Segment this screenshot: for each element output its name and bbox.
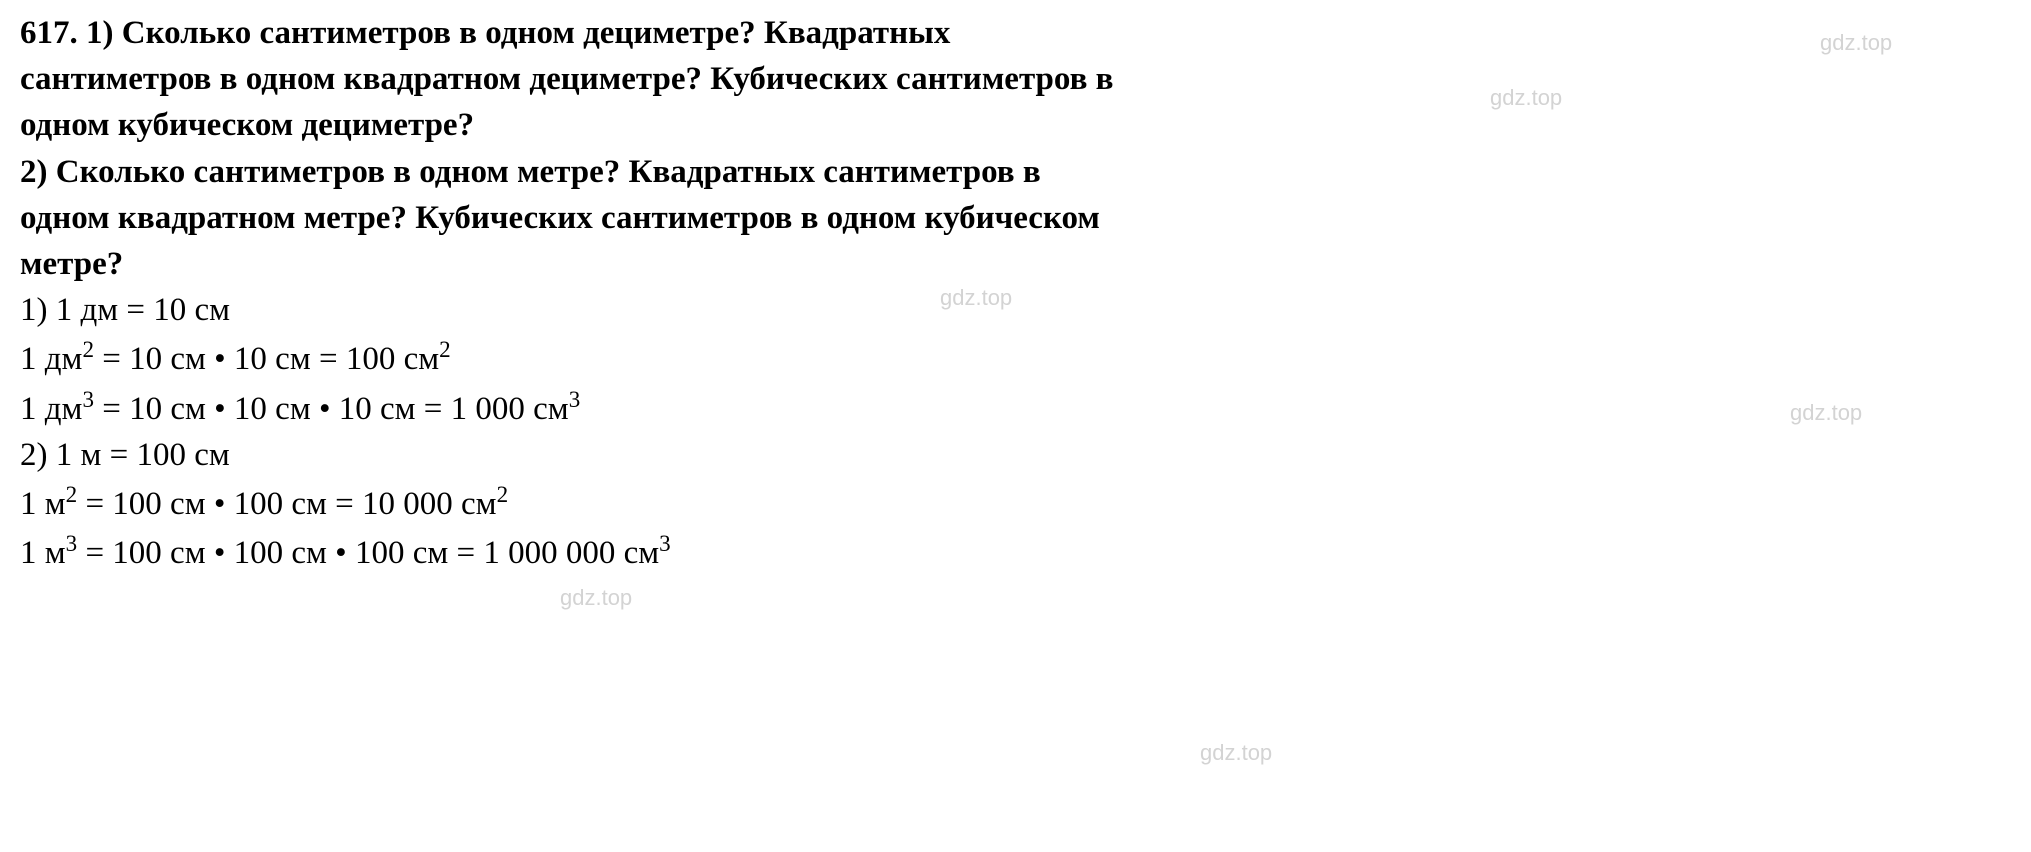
- solution-line: 1) 1 дм = 10 см: [20, 287, 2011, 333]
- exponent: 3: [569, 386, 581, 412]
- text: = 100 см • 100 см • 100 см = 1 000 000 с…: [77, 535, 659, 571]
- text: 1) Сколько сантиметров в одном дециметре…: [86, 15, 950, 51]
- solution-line: 1 м3 = 100 см • 100 см • 100 см = 1 000 …: [20, 527, 2011, 576]
- problem-line: одном кубическом дециметре?: [20, 102, 2011, 148]
- solution-section: 1) 1 дм = 10 см 1 дм2 = 10 см • 10 см = …: [20, 287, 2011, 576]
- problem-line: 617. 1) Сколько сантиметров в одном деци…: [20, 10, 2011, 56]
- text: = 10 см • 10 см = 100 см: [94, 341, 439, 377]
- exponent: 3: [66, 530, 78, 556]
- exponent: 2: [82, 336, 94, 362]
- exponent: 2: [66, 481, 78, 507]
- text: 1 м: [20, 486, 66, 522]
- problem-number: 617.: [20, 15, 78, 51]
- problem-statement: 617. 1) Сколько сантиметров в одном деци…: [20, 10, 2011, 287]
- document-content: 617. 1) Сколько сантиметров в одном деци…: [20, 10, 2011, 576]
- watermark: gdz.top: [560, 585, 632, 611]
- exponent: 3: [82, 386, 94, 412]
- text: = 10 см • 10 см • 10 см = 1 000 см: [94, 391, 569, 427]
- problem-line: метре?: [20, 241, 2011, 287]
- text: 1 дм: [20, 341, 82, 377]
- solution-line: 1 м2 = 100 см • 100 см = 10 000 см2: [20, 478, 2011, 527]
- solution-line: 1 дм3 = 10 см • 10 см • 10 см = 1 000 см…: [20, 383, 2011, 432]
- problem-line: сантиметров в одном квадратном дециметре…: [20, 56, 2011, 102]
- problem-line: одном квадратном метре? Кубических санти…: [20, 195, 2011, 241]
- problem-line: 2) Сколько сантиметров в одном метре? Кв…: [20, 149, 2011, 195]
- solution-line: 2) 1 м = 100 см: [20, 432, 2011, 478]
- exponent: 2: [439, 336, 451, 362]
- text: 1 м: [20, 535, 66, 571]
- exponent: 2: [497, 481, 509, 507]
- watermark: gdz.top: [1200, 740, 1272, 766]
- text: = 100 см • 100 см = 10 000 см: [77, 486, 496, 522]
- solution-line: 1 дм2 = 10 см • 10 см = 100 см2: [20, 333, 2011, 382]
- text: 1 дм: [20, 391, 82, 427]
- exponent: 3: [659, 530, 671, 556]
